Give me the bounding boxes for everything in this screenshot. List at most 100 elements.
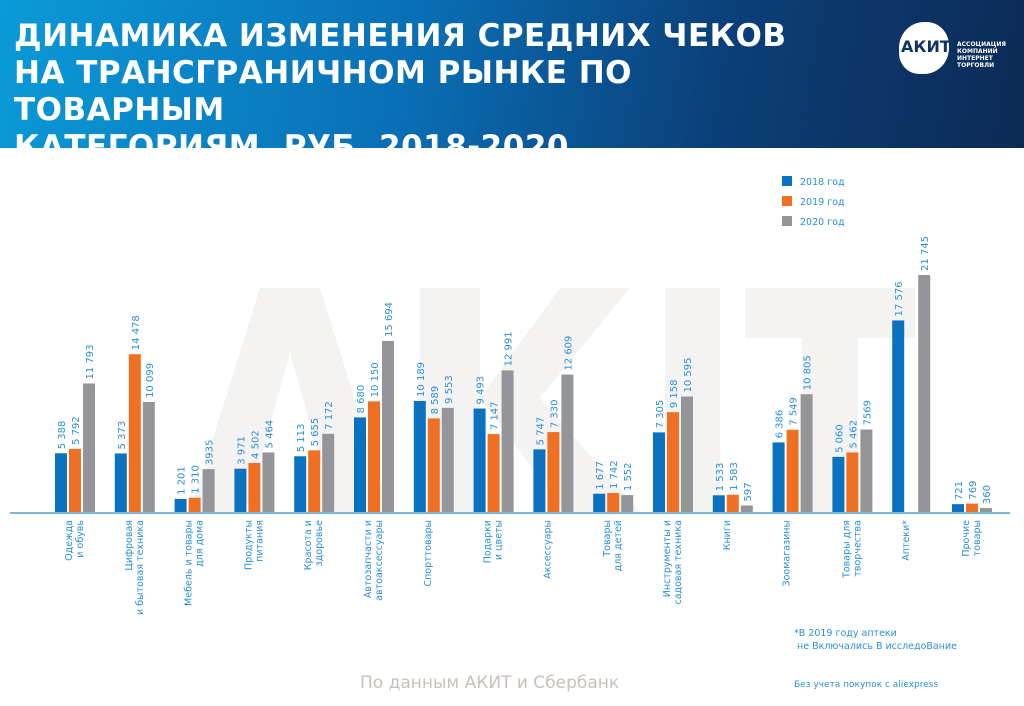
value-label: 15 694 bbox=[384, 302, 395, 337]
value-label: 8 589 bbox=[430, 386, 441, 415]
bar-2019-год bbox=[667, 412, 679, 512]
value-label: 10 595 bbox=[683, 358, 694, 393]
value-label: 12 991 bbox=[504, 331, 515, 366]
logo-text: АКИТ bbox=[901, 37, 951, 56]
value-label: 5 373 bbox=[117, 421, 128, 450]
value-label: 7 172 bbox=[324, 401, 335, 430]
value-label: 360 bbox=[982, 485, 993, 504]
category-label: Аксессуары bbox=[542, 520, 553, 579]
value-label: 1 201 bbox=[177, 466, 188, 495]
value-label: 769 bbox=[968, 481, 979, 500]
value-label: 5 060 bbox=[834, 424, 845, 453]
legend-label: 2019 год bbox=[800, 197, 845, 208]
bar-2020-год bbox=[561, 374, 574, 512]
bar-2018-год bbox=[653, 432, 665, 512]
logo-blob bbox=[899, 22, 949, 74]
note-aliexpress: Без учета покупок с aliexpress bbox=[794, 680, 939, 690]
value-label: 1 742 bbox=[609, 460, 620, 489]
category-label: питания bbox=[254, 520, 265, 562]
value-label: 5 462 bbox=[848, 420, 859, 449]
legend-swatch bbox=[782, 176, 792, 186]
category-label: садовая техника bbox=[673, 520, 684, 605]
bar-2019-год bbox=[248, 462, 261, 512]
bar-2020-год bbox=[262, 452, 275, 512]
category-label: Товары для bbox=[841, 520, 852, 579]
legend-swatch bbox=[782, 216, 792, 226]
bar-2019-год bbox=[368, 401, 380, 512]
value-label: 10 099 bbox=[145, 363, 156, 398]
category-label: и бытовая техника bbox=[135, 520, 146, 615]
value-label: 1 583 bbox=[729, 462, 740, 491]
category-label: Красота и bbox=[303, 520, 314, 570]
legend-label: 2018 год bbox=[800, 177, 845, 188]
bar-2019-год bbox=[726, 494, 739, 512]
category-label: Одежда bbox=[64, 520, 75, 561]
value-label: 17 576 bbox=[894, 281, 905, 316]
bar-2019-год bbox=[607, 493, 620, 512]
category-label: и обувь bbox=[75, 520, 86, 558]
value-label: 10 189 bbox=[416, 362, 427, 397]
bar-2019-год bbox=[966, 503, 978, 512]
value-label: 7 305 bbox=[655, 400, 666, 429]
category-label: здоровье bbox=[314, 520, 325, 566]
bar-2018-год bbox=[294, 456, 307, 512]
category-label: Мебель и товары bbox=[184, 520, 195, 606]
value-label: 9 158 bbox=[669, 380, 680, 409]
value-label: 5 747 bbox=[535, 417, 546, 446]
value-label: 14 478 bbox=[131, 315, 142, 350]
bar-2019-год bbox=[188, 497, 201, 512]
category-label: Прочие bbox=[961, 520, 972, 557]
bar-2019-год bbox=[547, 432, 560, 512]
category-label: Аптеки* bbox=[901, 520, 912, 561]
value-label: 11 793 bbox=[85, 344, 96, 379]
value-label: 5 655 bbox=[310, 418, 321, 447]
bar-2018-год bbox=[473, 408, 486, 512]
bar-2019-год bbox=[786, 429, 799, 512]
bar-2018-год bbox=[174, 498, 187, 512]
value-label: 5 388 bbox=[57, 421, 68, 450]
bar-2018-год bbox=[354, 417, 366, 512]
value-label: 3935 bbox=[205, 440, 216, 465]
category-label: Спорттовары bbox=[423, 520, 434, 587]
bar-2019-год bbox=[427, 418, 440, 512]
bar-2019-год bbox=[846, 452, 859, 512]
title-line: НА ТРАНСГРАНИЧНОМ РЫНКЕ ПО ТОВАРНЫМ bbox=[14, 55, 633, 128]
bar-2019-год bbox=[487, 434, 500, 512]
bar-2020-год bbox=[382, 340, 394, 512]
legend-label: 2020 год bbox=[800, 217, 845, 228]
value-label: 7569 bbox=[862, 400, 873, 425]
value-label: 1 677 bbox=[595, 461, 606, 490]
bar-2020-год bbox=[202, 469, 215, 512]
bar-2018-год bbox=[892, 320, 905, 512]
bar-2019-год bbox=[128, 354, 141, 512]
category-label: для детей bbox=[613, 520, 624, 571]
category-label: товары bbox=[972, 520, 983, 556]
bar-2018-год bbox=[55, 453, 67, 512]
category-label: Продукты bbox=[243, 520, 254, 570]
footnote: *В 2019 году аптеки не Включались В иссл… bbox=[794, 628, 957, 652]
value-label: 5 113 bbox=[296, 424, 307, 453]
value-label: 9 553 bbox=[444, 375, 455, 404]
bar-2020-год bbox=[918, 275, 931, 512]
value-label: 6 386 bbox=[775, 410, 786, 439]
value-label: 1 533 bbox=[715, 463, 726, 492]
value-label: 8 680 bbox=[356, 385, 367, 414]
value-label: 1 552 bbox=[623, 462, 634, 491]
bar-2020-год bbox=[83, 383, 95, 512]
bar-2020-год bbox=[681, 396, 693, 512]
category-label: Цифровая bbox=[124, 520, 135, 571]
value-label: 10 150 bbox=[370, 362, 381, 397]
category-label: Автозапчасти и bbox=[363, 520, 374, 598]
bar-2018-год bbox=[593, 493, 606, 512]
value-label: 12 609 bbox=[563, 336, 574, 371]
bar-chart: 5 388 5 792 11 793 Одежда и обувь 5 373 14 478… bbox=[10, 176, 1010, 615]
title-line: ДИНАМИКА ИЗМЕНЕНИЯ СРЕДНИХ ЧЕКОВ bbox=[14, 18, 787, 54]
bar-2020-год bbox=[501, 370, 514, 512]
value-label: 597 bbox=[743, 482, 754, 501]
bar-2020-год bbox=[322, 433, 335, 512]
value-label: 1 310 bbox=[191, 465, 202, 494]
value-label: 5 464 bbox=[264, 420, 275, 449]
category-label: Инструменты и bbox=[662, 520, 673, 597]
value-label: 9 493 bbox=[476, 376, 487, 405]
page-title: ДИНАМИКА ИЗМЕНЕНИЯ СРЕДНИХ ЧЕКОВ НА ТРАН… bbox=[14, 18, 814, 166]
